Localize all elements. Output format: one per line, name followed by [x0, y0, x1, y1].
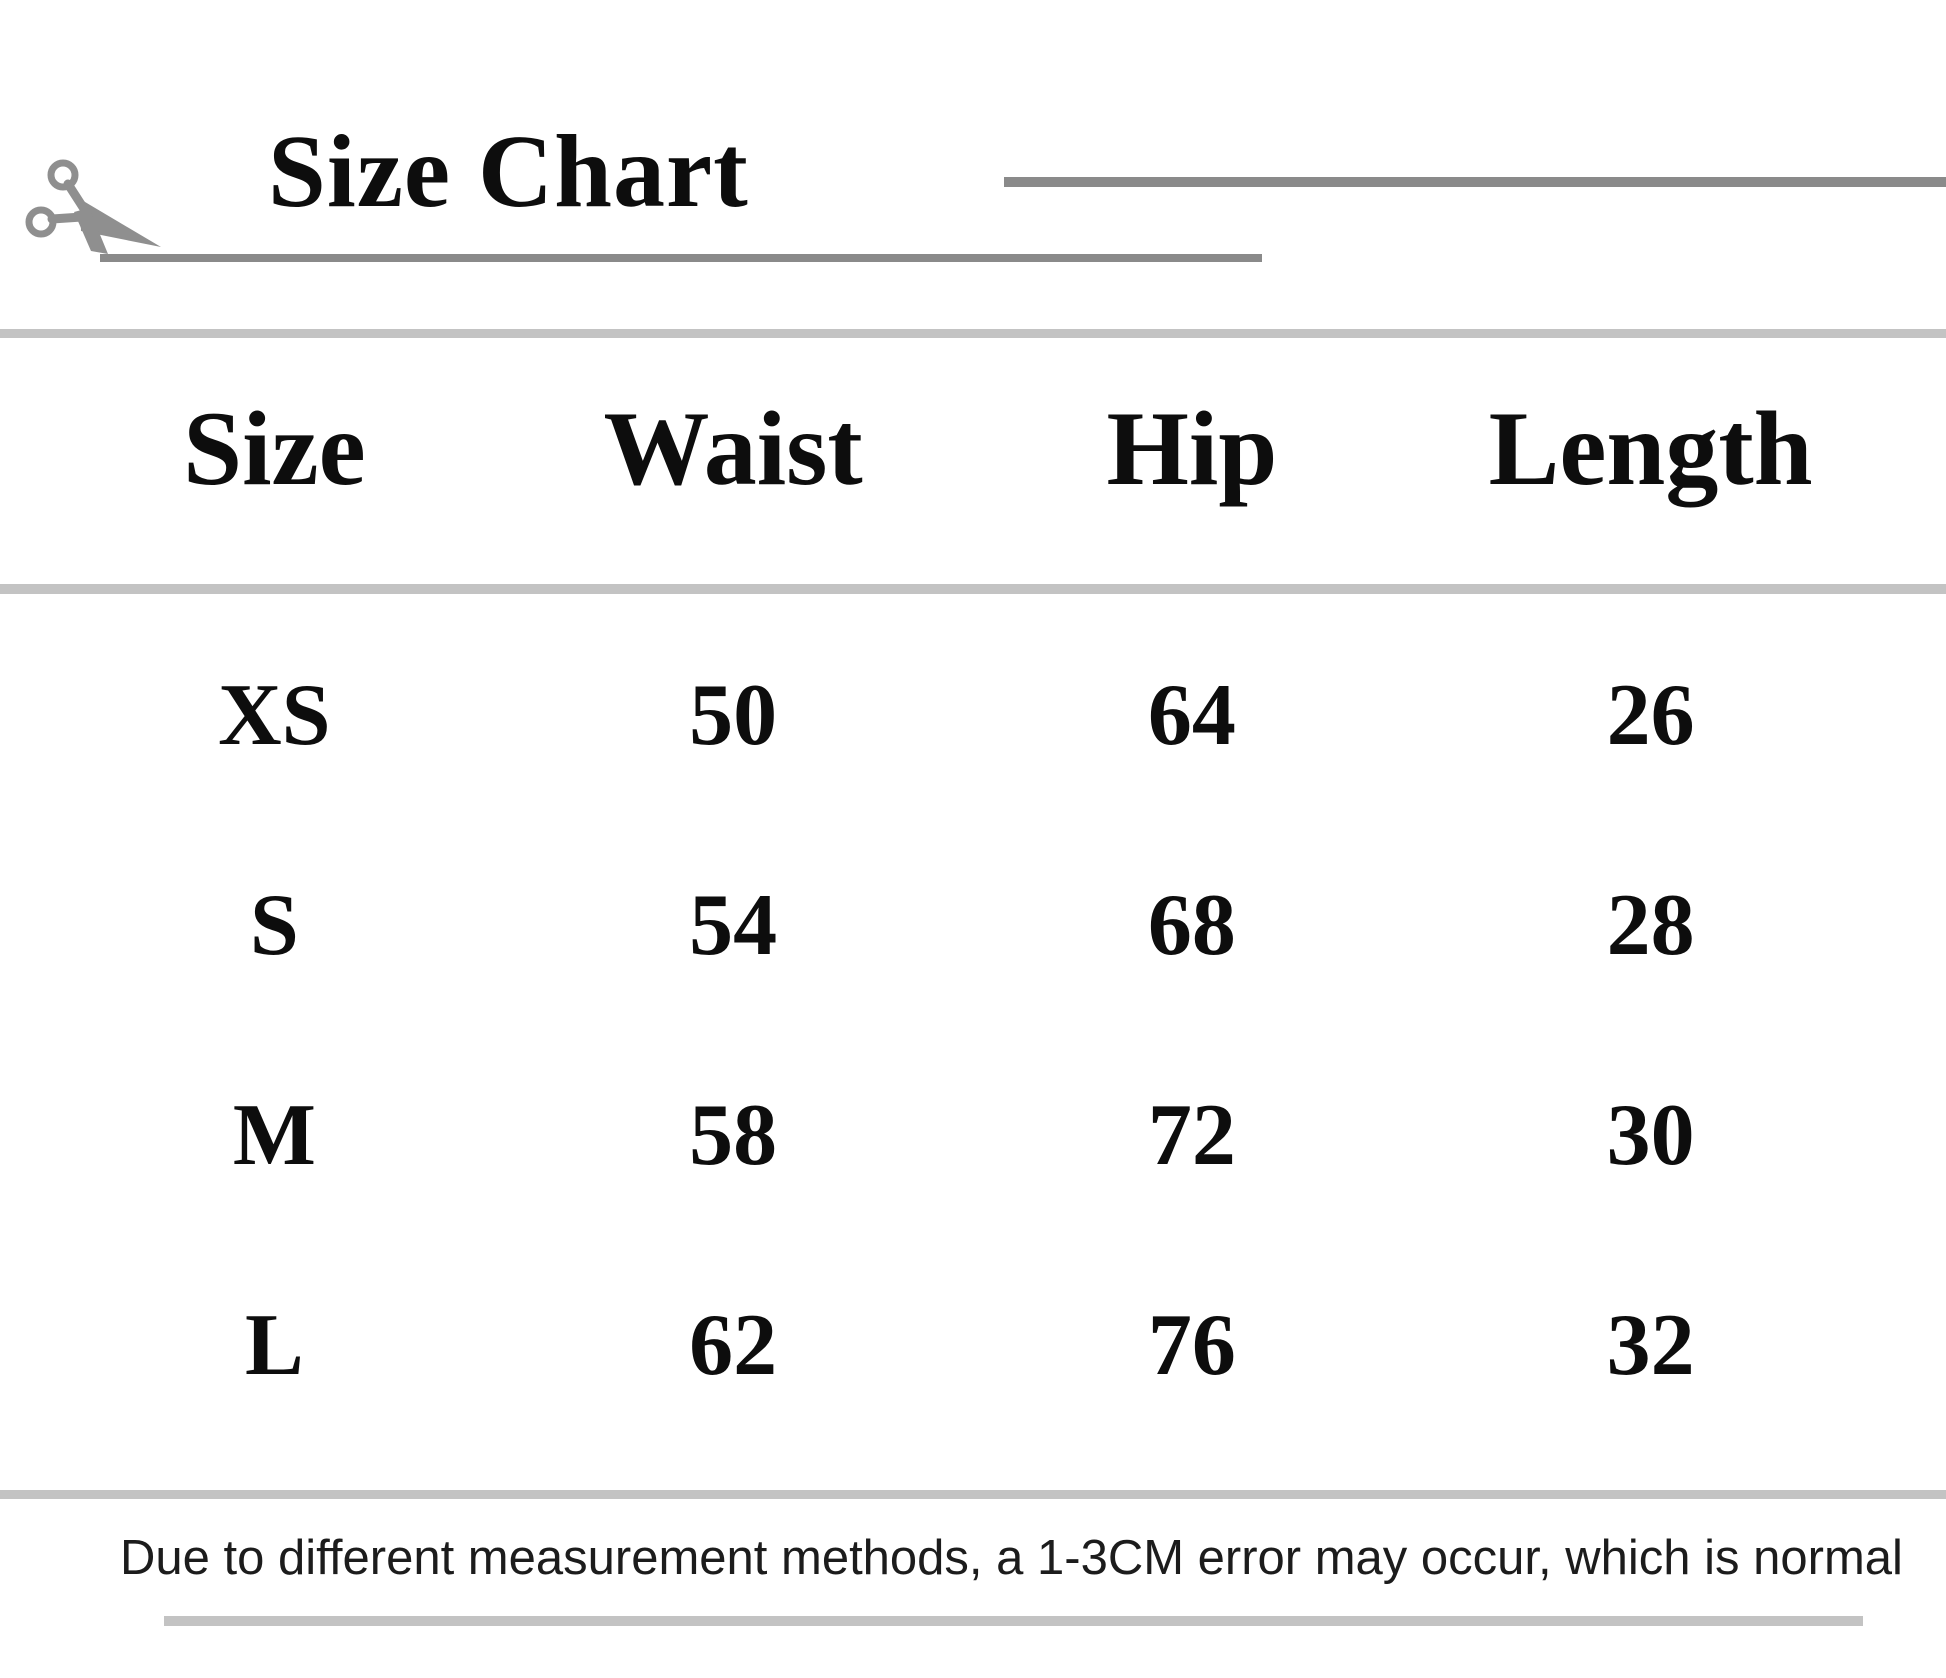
scissors-cut-line [100, 254, 1262, 262]
cell-size: S [249, 877, 299, 974]
header-top-divider [0, 329, 1946, 338]
table-row-s: S 54 68 28 [45, 821, 1880, 1031]
cell-hip: 68 [1147, 877, 1236, 974]
cell-length: 26 [1606, 667, 1695, 764]
header-bottom-divider [0, 584, 1946, 594]
cell-size: L [245, 1297, 304, 1394]
scissors-icon [25, 159, 161, 254]
cell-hip: 64 [1147, 667, 1236, 764]
table-row-l: L 62 76 32 [45, 1241, 1880, 1451]
cell-length: 28 [1606, 877, 1695, 974]
page-title: Size Chart [268, 114, 749, 229]
table-header-row: Size Waist Hip Length [45, 338, 1880, 584]
cell-waist: 54 [689, 877, 778, 974]
table-row-xs: XS 50 64 26 [45, 611, 1880, 821]
cell-hip: 76 [1147, 1297, 1236, 1394]
title-accent-line [1004, 177, 1946, 187]
cell-hip: 72 [1147, 1087, 1236, 1184]
footer-top-divider [0, 1490, 1946, 1499]
cell-size: M [232, 1087, 316, 1184]
cell-waist: 62 [689, 1297, 778, 1394]
column-header-hip: Hip [1106, 390, 1278, 507]
table-row-m: M 58 72 30 [45, 1031, 1880, 1241]
cell-waist: 58 [689, 1087, 778, 1184]
column-header-size: Size [183, 390, 366, 507]
bottom-accent-line [164, 1616, 1863, 1626]
cell-size: XS [218, 667, 331, 764]
table-body: XS 50 64 26 S 54 68 28 M 58 72 30 L 62 7… [45, 594, 1880, 1451]
cell-length: 30 [1606, 1087, 1695, 1184]
column-header-length: Length [1488, 390, 1813, 507]
column-header-waist: Waist [603, 390, 863, 507]
cell-length: 32 [1606, 1297, 1695, 1394]
cell-waist: 50 [689, 667, 778, 764]
measurement-disclaimer: Due to different measurement methods, a … [120, 1530, 1903, 1585]
